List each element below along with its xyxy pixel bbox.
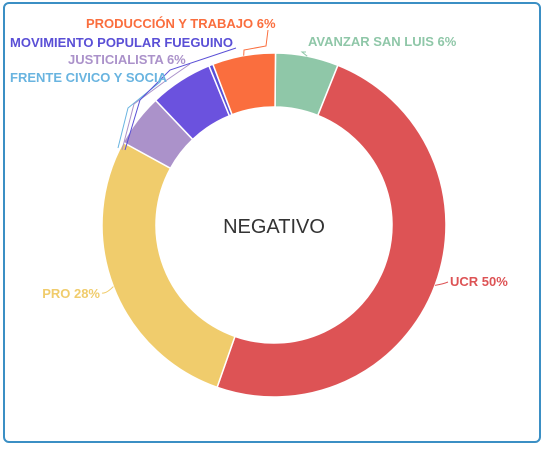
leader-line <box>101 286 114 294</box>
slice-producci-n-y-trabajo[interactable] <box>211 52 277 116</box>
donut-slices <box>101 52 447 398</box>
data-label: PRO 28% <box>42 286 100 301</box>
leader-line <box>124 47 237 151</box>
data-label: PRODUCCIÓN Y TRABAJO 6% <box>86 16 276 31</box>
data-label: AVANZAR SAN LUIS 6% <box>308 34 457 49</box>
leader-line <box>121 63 191 151</box>
leader-line <box>434 281 449 286</box>
center-label: NEGATIVO <box>223 216 325 238</box>
data-label: UCR 50% <box>450 274 508 289</box>
leader-line <box>117 77 163 149</box>
data-labels: AVANZAR SAN LUIS 6% UCR 50% PRO 28% FRENTE … <box>10 16 508 301</box>
data-label: FRENTE CIVICO Y SOCIA <box>10 70 168 85</box>
data-label: MOVIMIENTO POPULAR FUEGUINO <box>10 35 233 50</box>
slice-ucr[interactable] <box>216 64 447 398</box>
leader-line <box>243 29 269 56</box>
data-label: JUSTICIALISTA 6% <box>68 52 186 67</box>
slice-pro[interactable] <box>101 141 236 389</box>
label-leader-lines <box>101 29 449 294</box>
leader-line <box>300 51 308 57</box>
